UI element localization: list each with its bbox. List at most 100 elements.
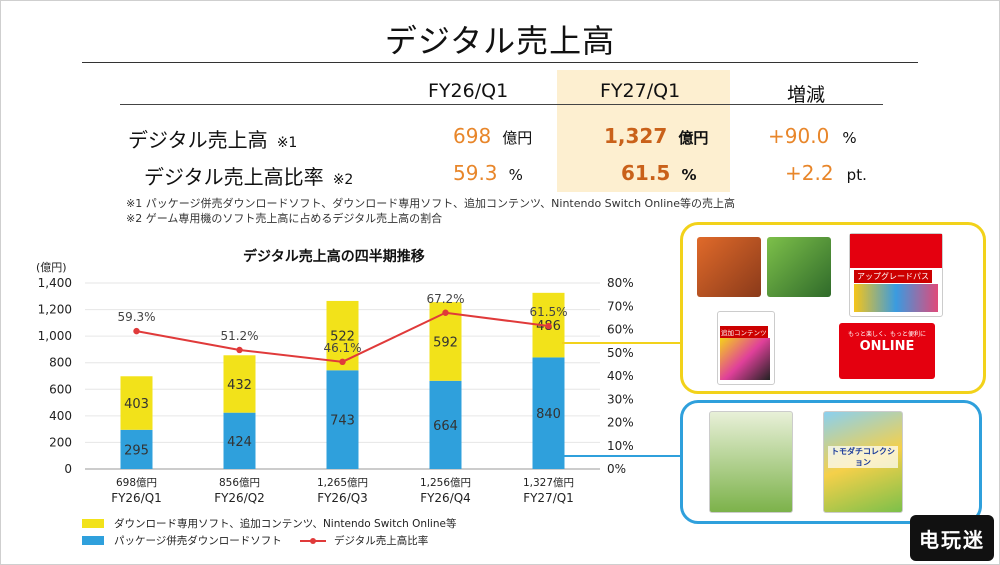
legend-item-download-only: ダウンロード専用ソフト、追加コンテンツ、Nintendo Switch Onli… <box>82 516 456 531</box>
y-tick-label: 1,000 <box>38 329 72 343</box>
ratio-point <box>236 346 243 354</box>
game-card-image-2 <box>767 237 831 297</box>
nintendo-online-card: もっと楽しく、もっと便利に ONLINE <box>839 323 935 379</box>
ratio-point <box>442 309 449 316</box>
bar-value-label: 424 <box>227 435 252 450</box>
y2-tick-label: 70% <box>607 299 634 313</box>
table-header-fy26: FY26/Q1 <box>428 80 509 102</box>
value: +90.0 <box>768 124 830 148</box>
bar-segment-package <box>429 380 462 469</box>
game-card-image-3 <box>709 411 793 513</box>
legend-item-package-download: パッケージ併売ダウンロードソフト <box>82 533 282 548</box>
y2-tick-label: 60% <box>607 323 634 337</box>
bar-value-label: 592 <box>433 335 458 350</box>
bar-value-label: 743 <box>330 414 355 429</box>
watermark-logo: 电玩迷 <box>910 515 994 561</box>
chart-title: デジタル売上高の四半期推移 <box>243 249 425 265</box>
add-content-label: 追加コンテンツ <box>720 326 768 338</box>
row-digital-ratio-label: デジタル売上高比率 ※2 <box>144 161 353 190</box>
bar-segment-download-only <box>223 355 256 413</box>
bar-segment-package <box>223 412 256 469</box>
x-tick-label: FY26/Q2 <box>214 491 265 505</box>
bar-total-label: 698億円 <box>116 476 157 489</box>
tomodachi-card: トモダチコレクション <box>823 411 903 513</box>
digital-products-panel: アップグレードパス 追加コンテンツ もっと楽しく、もっと便利に ONLINE <box>680 222 986 394</box>
bar-value-label: 403 <box>124 397 149 412</box>
ratio-label: 61.5% <box>529 305 567 319</box>
y2-tick-label: 30% <box>607 392 634 406</box>
value: 61.5 <box>621 161 671 185</box>
online-tagline: もっと楽しく、もっと便利に <box>847 331 926 338</box>
row-digital-sales-fy26: 698 億円 <box>453 124 532 148</box>
game-card-image-1 <box>697 237 761 297</box>
ratio-label: 46.1% <box>323 341 361 355</box>
ratio-point <box>339 358 346 366</box>
row-digital-sales-fy27: 1,327 億円 <box>604 124 708 148</box>
upgrade-pass-card: アップグレードパス <box>849 233 943 317</box>
legend-label: ダウンロード専用ソフト、追加コンテンツ、Nintendo Switch Onli… <box>114 518 457 530</box>
y2-tick-label: 10% <box>607 439 634 453</box>
bar-value-label: 664 <box>433 419 458 434</box>
bar-total-label: 1,256億円 <box>420 476 471 489</box>
y-tick-label: 1,200 <box>38 303 72 317</box>
y-tick-label: 800 <box>49 356 72 370</box>
y2-tick-label: 80% <box>607 276 634 290</box>
bar-total-label: 856億円 <box>219 476 260 489</box>
title-divider <box>82 62 918 63</box>
bar-value-label: 295 <box>124 443 149 458</box>
unit: % <box>508 166 523 184</box>
y-tick-label: 1,400 <box>38 276 72 290</box>
legend-swatch <box>82 519 104 528</box>
ratio-label: 67.2% <box>426 292 464 306</box>
add-content-card: 追加コンテンツ <box>717 311 775 385</box>
unit: 億円 <box>502 129 533 147</box>
bar-segment-package <box>326 370 359 469</box>
card-header <box>850 234 942 268</box>
table-header-fy27: FY27/Q1 <box>600 80 681 102</box>
y-tick-label: 600 <box>49 382 72 396</box>
row-digital-sales-label: デジタル売上高 ※1 <box>128 124 297 153</box>
table-header-divider <box>120 104 883 105</box>
tomodachi-title: トモダチコレクション <box>828 446 898 468</box>
unit: pt. <box>846 166 867 184</box>
online-logo-text: ONLINE <box>859 339 915 354</box>
row-digital-ratio-change: +2.2 pt. <box>785 161 867 185</box>
legend-label: パッケージ併売ダウンロードソフト <box>114 535 282 547</box>
unit: % <box>681 166 697 184</box>
x-tick-label: FY27/Q1 <box>523 491 574 505</box>
row-label: デジタル売上高 <box>128 128 268 152</box>
package-download-panel: トモダチコレクション <box>680 400 982 524</box>
page-title: デジタル売上高 <box>384 22 616 60</box>
note-mark: ※1 <box>276 135 298 151</box>
x-tick-label: FY26/Q1 <box>111 491 162 505</box>
row-digital-ratio-fy27: 61.5 % <box>621 161 696 185</box>
value: 698 <box>453 124 492 148</box>
ratio-label: 51.2% <box>220 329 258 343</box>
bar-segment-package <box>532 357 565 469</box>
y-axis-label: (億円) <box>36 261 67 274</box>
card-art <box>854 284 938 312</box>
upgrade-pass-label: アップグレードパス <box>854 270 932 283</box>
value: 1,327 <box>604 124 668 148</box>
bar-value-label: 840 <box>536 407 561 422</box>
legend-item-digital-ratio: デジタル売上高比率 <box>300 533 428 548</box>
legend-swatch <box>82 536 104 545</box>
legend-line-swatch <box>300 537 326 544</box>
table-header-change: 増減 <box>787 84 826 106</box>
y2-tick-label: 40% <box>607 369 634 383</box>
note-mark: ※2 <box>332 172 354 188</box>
bar-total-label: 1,265億円 <box>317 476 368 489</box>
y-tick-label: 0 <box>64 462 72 476</box>
x-tick-label: FY26/Q4 <box>420 491 471 505</box>
row-label: デジタル売上高比率 <box>144 165 324 189</box>
table-highlight-column <box>557 70 730 192</box>
x-tick-label: FY26/Q3 <box>317 491 368 505</box>
value: 59.3 <box>453 161 498 185</box>
y-tick-label: 200 <box>49 435 72 449</box>
row-digital-sales-change: +90.0 % <box>768 124 857 148</box>
bar-segment-package <box>120 429 153 469</box>
unit: 億円 <box>678 129 709 147</box>
bar-value-label: 522 <box>330 330 355 345</box>
y2-tick-label: 20% <box>607 416 634 430</box>
